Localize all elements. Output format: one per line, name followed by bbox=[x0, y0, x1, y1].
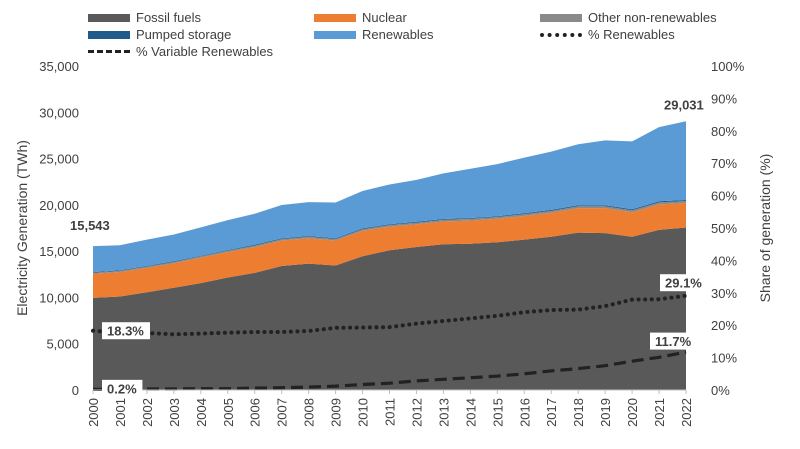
x-tick-label: 2001 bbox=[113, 398, 128, 427]
legend-item-pumped-storage: Pumped storage bbox=[88, 27, 231, 42]
line-pct-variable-renewables bbox=[93, 350, 687, 391]
annotation-renewables-2000-bg bbox=[102, 322, 150, 340]
legend-label-other-non-renewables: Other non-renewables bbox=[588, 10, 717, 25]
line-pct-renewables bbox=[91, 293, 688, 337]
legend-line-pct-variable-renewables bbox=[88, 50, 130, 53]
annotation-variable-2022-bg bbox=[650, 332, 698, 350]
y-tick-label: 25,000 bbox=[39, 152, 79, 167]
legend-label-pct-renewables: % Renewables bbox=[588, 27, 675, 42]
x-tick-label: 2019 bbox=[598, 398, 613, 427]
area-renewables bbox=[93, 121, 686, 273]
legend-swatch-pumped-storage bbox=[88, 30, 130, 39]
legend-item-nuclear: Nuclear bbox=[314, 10, 407, 25]
y-tick-label: 15,000 bbox=[39, 244, 79, 259]
legend-label-renewables: Renewables bbox=[362, 27, 434, 42]
legend-swatch-other-non-renewables bbox=[540, 13, 582, 22]
y2-tick-label: 90% bbox=[711, 91, 737, 106]
y2-tick-label: 80% bbox=[711, 124, 737, 139]
x-tick-label: 2018 bbox=[571, 398, 586, 427]
x-tick-label: 2011 bbox=[383, 398, 398, 426]
annotation-total-2000: 15,543 bbox=[70, 218, 110, 233]
annotation-renewables-2000: 18.3% bbox=[107, 324, 144, 339]
y2-axis-title: Share of generation (%) bbox=[757, 154, 773, 303]
legend-item-pct-renewables: % Renewables bbox=[540, 27, 675, 42]
x-tick-label: 2014 bbox=[463, 398, 478, 427]
x-tick-label: 2021 bbox=[652, 398, 667, 427]
x-tick-label: 2005 bbox=[221, 398, 236, 427]
x-tick-label: 2020 bbox=[625, 398, 640, 427]
y2-tick-label: 100% bbox=[711, 59, 745, 74]
y-tick-label: 5,000 bbox=[46, 337, 79, 352]
y2-tick-label: 20% bbox=[711, 318, 737, 333]
area-nuclear bbox=[93, 203, 686, 298]
annotation-variable-2022: 11.7% bbox=[655, 334, 692, 349]
y2-tick-label: 30% bbox=[711, 286, 737, 301]
x-tick-label: 2009 bbox=[329, 398, 344, 427]
legend-line-pct-renewables bbox=[540, 32, 582, 37]
legend-item-other-non-renewables: Other non-renewables bbox=[540, 10, 717, 25]
x-tick-label: 2016 bbox=[517, 398, 532, 427]
legend-label-pct-variable-renewables: % Variable Renewables bbox=[136, 44, 274, 59]
y2-tick-label: 0% bbox=[711, 383, 730, 398]
y-tick-label: 0 bbox=[72, 383, 79, 398]
area-fossil-fuels bbox=[93, 227, 686, 390]
y2-tick-label: 70% bbox=[711, 156, 737, 171]
y-tick-label: 10,000 bbox=[39, 290, 79, 305]
x-tick-label: 2012 bbox=[409, 398, 424, 427]
legend-item-renewables: Renewables bbox=[314, 27, 434, 42]
y2-tick-label: 40% bbox=[711, 253, 737, 268]
legend-item-pct-variable-renewables: % Variable Renewables bbox=[88, 44, 273, 59]
x-tick-label: 2004 bbox=[194, 398, 209, 427]
area-other-non-renewables bbox=[93, 201, 686, 274]
annotation-variable-2000-bg bbox=[102, 379, 143, 397]
y2-tick-label: 50% bbox=[711, 221, 737, 236]
annotation-total-2022: 29,031 bbox=[664, 97, 704, 112]
y-axis-title: Electricity Generation (TWh) bbox=[14, 140, 30, 316]
legend-label-pumped-storage: Pumped storage bbox=[136, 27, 232, 42]
legend-swatch-nuclear bbox=[314, 13, 356, 22]
x-tick-label: 2013 bbox=[436, 398, 451, 427]
x-tick-label: 2006 bbox=[248, 398, 263, 427]
chart-legend: Fossil fuels Nuclear Other non-renewable… bbox=[0, 0, 800, 62]
annotation-variable-2000: 0.2% bbox=[107, 381, 137, 396]
y2-tick-label: 60% bbox=[711, 189, 737, 204]
annotation-renewables-2022: 29.1% bbox=[665, 276, 702, 291]
y-tick-label: 35,000 bbox=[39, 59, 79, 74]
x-tick-label: 2022 bbox=[679, 398, 694, 427]
x-tick-label: 2002 bbox=[140, 398, 155, 427]
legend-swatch-renewables bbox=[314, 30, 356, 39]
x-tick-label: 2010 bbox=[356, 398, 371, 427]
x-tick-label: 2015 bbox=[490, 398, 505, 427]
x-tick-label: 2017 bbox=[544, 398, 559, 427]
legend-label-fossil-fuels: Fossil fuels bbox=[136, 10, 202, 25]
annotation-renewables-2022-bg bbox=[660, 274, 708, 292]
y2-tick-label: 10% bbox=[711, 351, 737, 366]
x-tick-label: 2007 bbox=[275, 398, 290, 427]
y-tick-label: 20,000 bbox=[39, 198, 79, 213]
x-tick-label: 2003 bbox=[167, 398, 182, 427]
x-tick-label: 2008 bbox=[302, 398, 317, 427]
legend-item-fossil-fuels: Fossil fuels bbox=[88, 10, 201, 25]
legend-label-nuclear: Nuclear bbox=[362, 10, 407, 25]
x-tick-label: 2000 bbox=[86, 398, 101, 427]
y-tick-label: 30,000 bbox=[39, 105, 79, 120]
area-pumped-storage bbox=[93, 200, 686, 273]
legend-swatch-fossil-fuels bbox=[88, 13, 130, 22]
